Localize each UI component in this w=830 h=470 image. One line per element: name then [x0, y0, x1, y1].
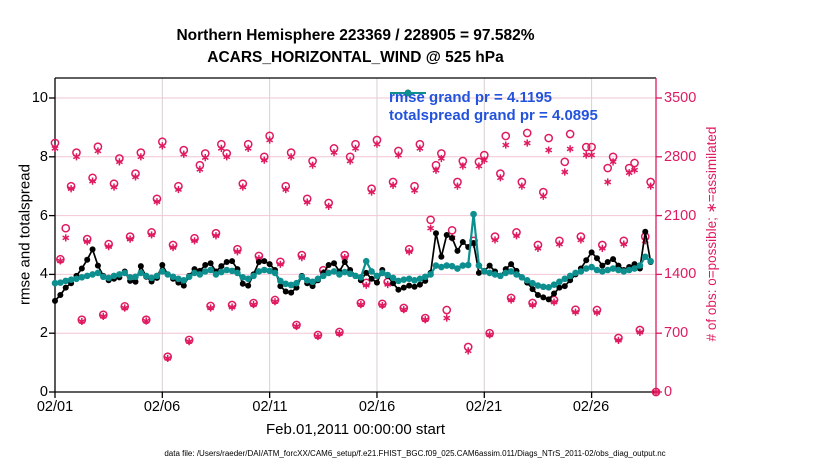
left-tick-8: 8 — [39, 149, 48, 165]
x-tick-0221: 02/21 — [465, 399, 503, 415]
right-tick-1400: 1400 — [664, 266, 697, 282]
right-tick-700: 700 — [664, 325, 689, 341]
legend-label-totalspread: totalspread grand pr = 4.0895 — [389, 106, 598, 124]
right-tick-0: 0 — [664, 384, 673, 400]
legend-label-rmse: rmse grand pr = 4.1195 — [389, 88, 553, 106]
x-tick-0201: 02/01 — [36, 399, 74, 415]
x-tick-0211: 02/11 — [252, 399, 288, 415]
page-subtitle: ACARS_HORIZONTAL_WIND @ 525 hPa — [207, 49, 504, 66]
totalspread-line-swatch-icon — [390, 89, 426, 97]
page-title: Northern Hemisphere 223369 / 228905 = 97… — [176, 27, 535, 44]
x-tick-0206: 02/06 — [143, 399, 181, 415]
right-tick-2800: 2800 — [664, 149, 697, 165]
x-axis-label: Feb.01,2011 00:00:00 start — [265, 421, 446, 438]
x-tick-0216: 02/16 — [358, 399, 396, 415]
legend-item-totalspread: totalspread grand pr = 4.0895 — [389, 89, 598, 124]
left-tick-10: 10 — [31, 90, 48, 106]
left-tick-4: 4 — [39, 266, 48, 282]
right-tick-2100: 2100 — [664, 208, 697, 224]
left-tick-2: 2 — [39, 325, 48, 341]
data-file-path: data file: /Users/raeder/DAI/ATM_forcXX/… — [164, 449, 666, 458]
right-tick-3500: 3500 — [664, 90, 697, 106]
x-tick-0226: 02/26 — [572, 399, 610, 415]
legend: rmse grand pr = 4.1195 totalspread grand… — [389, 88, 598, 124]
left-tick-0: 0 — [39, 384, 48, 400]
left-tick-6: 6 — [39, 208, 48, 224]
